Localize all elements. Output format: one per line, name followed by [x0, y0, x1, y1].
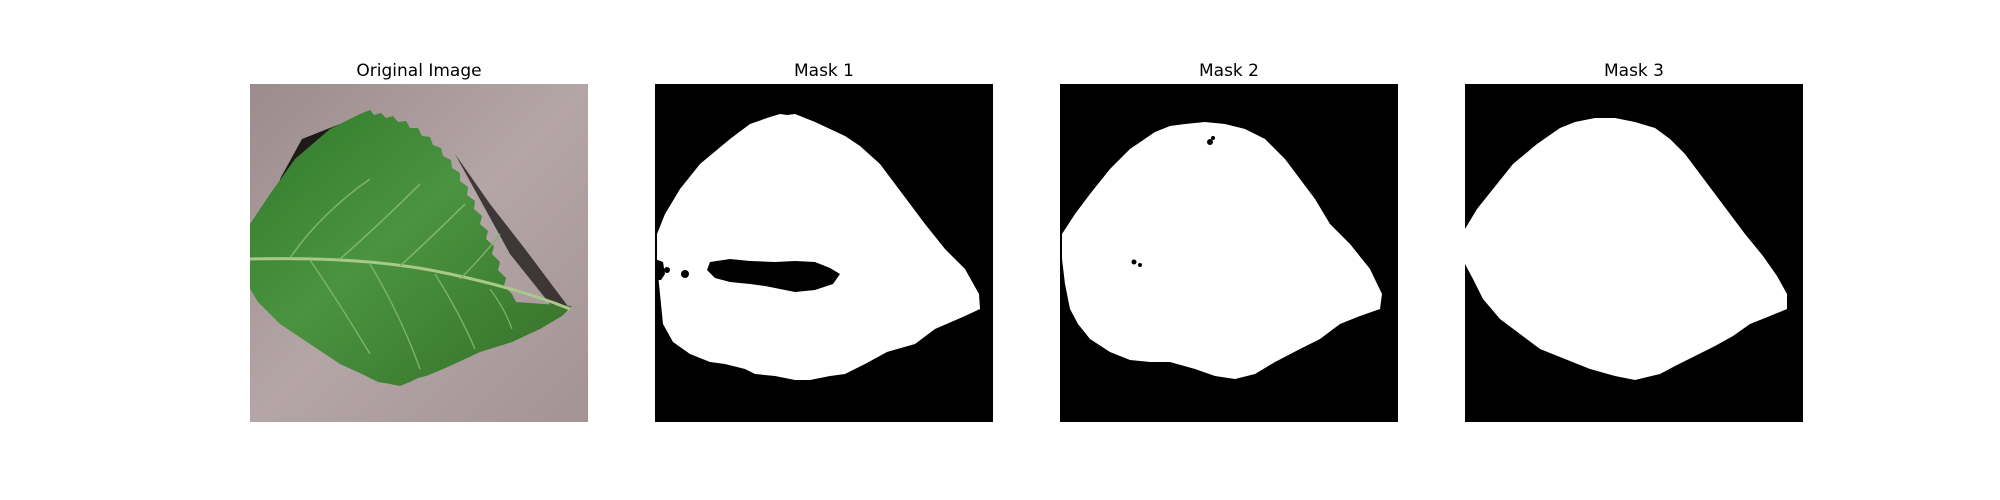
original-image-title: Original Image	[356, 61, 482, 81]
original-leaf-photo	[250, 84, 588, 422]
mask-1-panel: Mask 1	[655, 58, 993, 422]
mask-3-image	[1465, 84, 1803, 422]
mask-2-panel: Mask 2	[1060, 58, 1398, 422]
mask-1-image	[655, 84, 993, 422]
mask-3-title: Mask 3	[1603, 61, 1664, 81]
mask-3-panel: Mask 3	[1465, 58, 1803, 422]
mask-1-title: Mask 1	[793, 61, 854, 81]
original-image-panel: Original Image	[250, 58, 588, 422]
mask-2-image	[1060, 84, 1398, 422]
mask-2-title: Mask 2	[1198, 61, 1259, 81]
